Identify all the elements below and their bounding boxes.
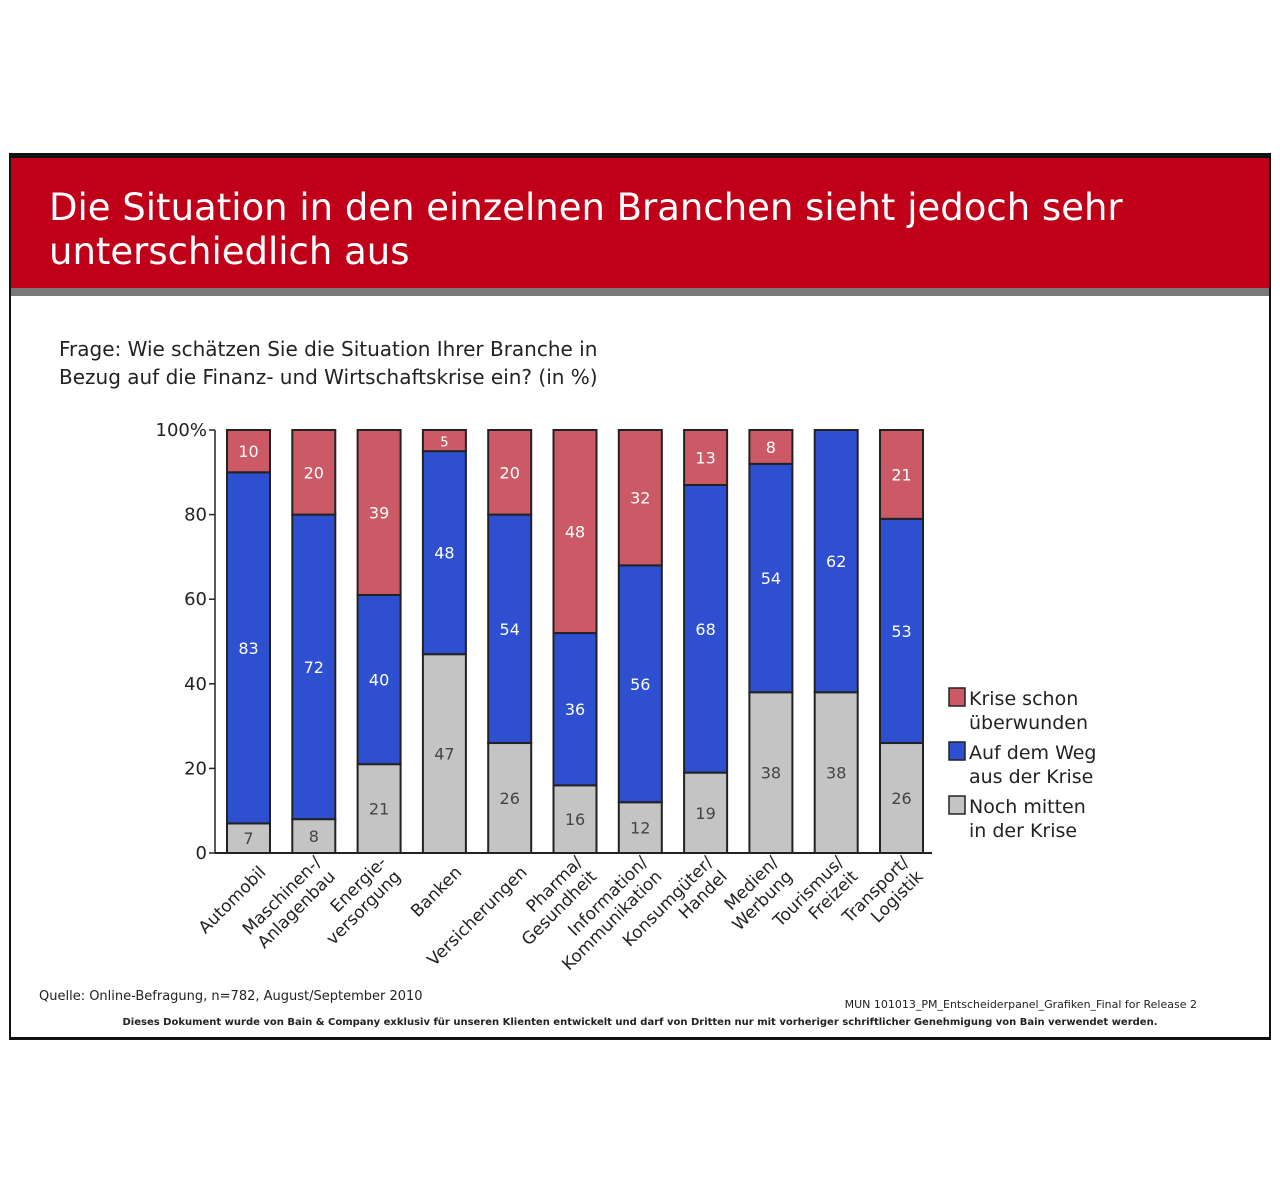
- data-label: 72: [304, 658, 324, 677]
- legend-label: Auf dem Weg: [969, 742, 1097, 764]
- legend-label: Noch mitten: [969, 796, 1086, 818]
- data-label: 53: [891, 622, 911, 641]
- bar-segment: [879, 742, 924, 855]
- bar-segment: [748, 429, 794, 465]
- bar-segment: [617, 429, 663, 567]
- question-line-1: Frage: Wie schätzen Sie die Situation Ih…: [59, 337, 598, 361]
- bar-segment: [291, 513, 337, 821]
- data-label: 12: [630, 819, 650, 838]
- data-label: 32: [630, 489, 650, 508]
- bar-segment: [552, 784, 598, 855]
- data-label: 38: [761, 764, 781, 783]
- bar-segment: [813, 429, 859, 694]
- bar-segment: [487, 429, 533, 516]
- data-label: 40: [369, 671, 389, 690]
- bar-segment: [617, 564, 663, 804]
- data-label: 83: [238, 639, 258, 658]
- data-label: 21: [891, 465, 911, 484]
- data-label: 68: [695, 620, 715, 639]
- bar-segment: [487, 742, 533, 855]
- legend-label: in der Krise: [969, 820, 1077, 842]
- bar-segment: [226, 429, 271, 474]
- slide: Die Situation in den einzelnen Branchen …: [9, 153, 1271, 1040]
- bar-segment: [552, 429, 598, 635]
- bar-segment: [291, 429, 337, 516]
- bar-segment: [683, 483, 729, 774]
- data-label: 54: [500, 620, 520, 639]
- data-label: 10: [238, 442, 258, 461]
- data-label: 5: [440, 436, 448, 451]
- data-label: 47: [434, 745, 454, 764]
- bar-segment: [879, 517, 924, 745]
- data-label: 8: [766, 438, 776, 457]
- data-label: 39: [369, 503, 389, 522]
- y-tick-label: 20: [184, 758, 207, 779]
- category-label-line: Banken: [407, 863, 466, 922]
- bar-segment: [879, 429, 924, 520]
- bar-segment: [748, 691, 794, 855]
- legend-swatch: [948, 795, 966, 815]
- data-label: 26: [891, 789, 911, 808]
- bar-segment: [617, 801, 663, 854]
- top-rule: [11, 153, 1269, 158]
- legend-label: überwunden: [969, 712, 1088, 734]
- category-label: Banken: [407, 863, 466, 922]
- slide-title: Die Situation in den einzelnen Branchen …: [49, 186, 1123, 273]
- data-label: 26: [500, 789, 520, 808]
- legend-label: aus der Krise: [969, 766, 1093, 788]
- bar-segment: [421, 653, 467, 854]
- document-reference: MUN 101013_PM_Entscheiderpanel_Grafiken_…: [844, 998, 1197, 1011]
- data-label: 36: [565, 700, 585, 719]
- legend-swatch: [948, 687, 966, 707]
- bar-segment: [683, 771, 729, 855]
- data-label: 7: [243, 829, 253, 848]
- title-bar: Die Situation in den einzelnen Branchen …: [11, 158, 1269, 288]
- category-label: Tourismus/Freizeit: [769, 853, 863, 947]
- data-label: 16: [565, 810, 585, 829]
- data-label: 62: [826, 552, 846, 571]
- data-label: 54: [761, 569, 781, 588]
- data-label: 48: [434, 544, 454, 563]
- data-label: 48: [565, 523, 585, 542]
- category-label: Transport/Logistik: [838, 853, 928, 943]
- y-tick-label: 100%: [156, 420, 207, 441]
- bar-segment: [421, 429, 467, 453]
- data-label: 38: [826, 764, 846, 783]
- source-note: Quelle: Online-Befragung, n=782, August/…: [39, 989, 423, 1004]
- data-label: 21: [369, 800, 389, 819]
- bar-segment: [487, 513, 533, 745]
- data-label: 20: [500, 463, 520, 482]
- bar-segment: [226, 822, 271, 855]
- y-tick-label: 60: [184, 589, 207, 610]
- data-label: 56: [630, 675, 650, 694]
- bar-segment: [291, 818, 337, 854]
- question-line-2: Bezug auf die Finanz- und Wirtschaftskri…: [59, 365, 598, 389]
- data-label: 20: [304, 463, 324, 482]
- legend-swatch: [948, 741, 966, 761]
- bar-segment: [683, 429, 729, 486]
- legend-label: Krise schon: [969, 688, 1078, 710]
- survey-question: Frage: Wie schätzen Sie die Situation Ih…: [59, 335, 759, 391]
- bar-segment: [356, 429, 402, 596]
- y-tick-label: 40: [184, 674, 207, 695]
- data-label: 8: [309, 827, 319, 846]
- data-label: 13: [695, 448, 715, 467]
- bar-segment: [226, 471, 271, 825]
- bar-segment: [748, 462, 794, 694]
- data-label: 19: [695, 804, 715, 823]
- disclaimer: Dieses Dokument wurde von Bain & Company…: [122, 1017, 1158, 1028]
- title-underline: [11, 288, 1269, 296]
- bar-segment: [813, 691, 859, 855]
- y-tick-label: 80: [184, 505, 207, 526]
- y-tick-label: 0: [196, 843, 207, 864]
